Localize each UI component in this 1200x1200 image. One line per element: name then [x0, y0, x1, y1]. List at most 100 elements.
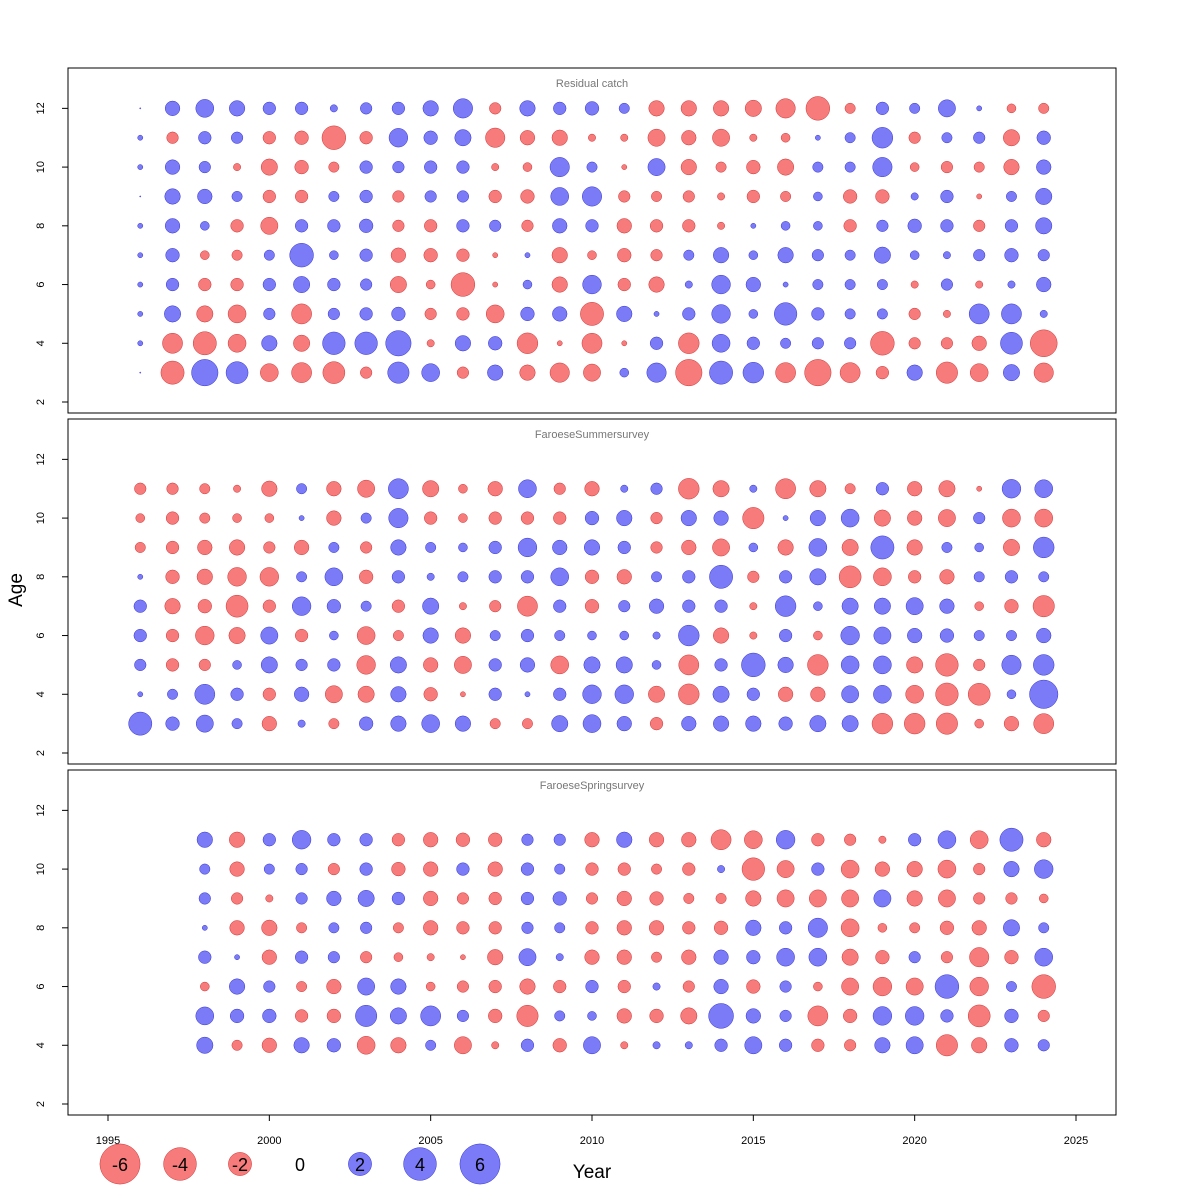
bubble: [390, 539, 407, 556]
bubble: [907, 627, 923, 644]
bubble: [516, 1004, 539, 1027]
bubble: [454, 129, 472, 147]
bubble: [811, 337, 824, 350]
bubble: [456, 248, 470, 262]
bubble: [616, 1008, 632, 1024]
y-tick-label: 2: [35, 399, 47, 405]
bubble: [489, 102, 502, 115]
bubble: [327, 833, 341, 847]
bubble: [782, 281, 789, 288]
y-tick-label: 2: [35, 750, 47, 756]
bubble: [774, 595, 797, 617]
bubble: [524, 252, 531, 259]
bubble: [905, 597, 924, 616]
bubble: [454, 715, 471, 732]
bubble: [584, 101, 600, 116]
bubble: [489, 600, 502, 613]
bubble: [971, 1037, 988, 1054]
bubble: [391, 599, 405, 613]
bubble: [588, 133, 596, 142]
bubble: [488, 687, 502, 701]
bubble: [165, 277, 180, 292]
bubble: [844, 483, 856, 495]
bubble: [133, 599, 147, 613]
bubble: [388, 478, 409, 500]
bubble: [295, 189, 309, 204]
bubble: [775, 362, 796, 383]
bubble: [1003, 716, 1020, 732]
bubble: [583, 363, 601, 382]
bubble: [775, 478, 796, 500]
bubble: [198, 131, 212, 145]
bubble: [1038, 893, 1049, 904]
bubble: [1003, 129, 1020, 147]
legend-label: 0: [295, 1155, 305, 1175]
bubble: [582, 186, 602, 207]
bubble: [457, 571, 469, 583]
bubble: [1003, 539, 1020, 556]
bubble: [683, 249, 695, 261]
bubble: [583, 1036, 601, 1055]
bubble: [941, 132, 953, 144]
bubble: [680, 159, 697, 176]
bubble: [779, 1009, 792, 1022]
bubble: [1038, 922, 1050, 934]
bubble: [194, 683, 216, 705]
bubble: [678, 654, 700, 676]
y-tick-label: 6: [35, 983, 47, 989]
bubble: [1036, 627, 1052, 644]
bubble: [456, 219, 470, 233]
bubble: [487, 481, 503, 497]
bubble: [777, 656, 794, 673]
bubble: [556, 340, 563, 347]
bubble: [811, 1038, 825, 1052]
bubble: [708, 1003, 734, 1029]
bubble: [1034, 479, 1053, 498]
bubble: [199, 483, 211, 495]
bubble: [355, 1004, 378, 1027]
bubble: [774, 302, 798, 326]
bubble: [295, 892, 308, 905]
bubble: [517, 537, 538, 558]
bubble: [392, 922, 404, 934]
bubble: [294, 686, 310, 702]
bubble: [906, 656, 924, 674]
bubble: [391, 861, 406, 877]
bubble: [618, 190, 631, 203]
bubble: [750, 222, 757, 229]
bubble: [907, 481, 923, 497]
bubble: [682, 921, 696, 935]
bubble: [229, 100, 246, 117]
bubble: [838, 565, 862, 589]
bubble: [870, 535, 895, 560]
bubble: [745, 276, 761, 293]
bubble: [134, 482, 147, 495]
bubble: [328, 542, 340, 553]
bubble: [746, 687, 760, 701]
bubble: [520, 1038, 535, 1052]
bubble: [456, 862, 470, 876]
bubble: [840, 508, 860, 528]
bubble: [1006, 103, 1017, 114]
bubble: [1031, 974, 1056, 999]
bubble: [391, 833, 405, 847]
bubble: [134, 658, 147, 671]
bubble: [973, 630, 985, 641]
panel-title: Residual catch: [556, 78, 628, 90]
bubble: [582, 714, 602, 733]
bubble: [360, 921, 373, 934]
bubble: [906, 539, 923, 556]
bubble: [229, 539, 246, 556]
bubble: [934, 974, 960, 999]
bubble: [969, 976, 989, 997]
bubble: [260, 363, 279, 382]
bubble: [844, 132, 856, 144]
bubble: [520, 511, 535, 525]
bubble: [360, 600, 372, 612]
bubble: [875, 189, 890, 204]
bubble: [648, 276, 665, 293]
bubble: [137, 281, 144, 288]
bubble: [421, 363, 440, 382]
bubble: [260, 216, 279, 235]
bubble: [684, 280, 693, 289]
